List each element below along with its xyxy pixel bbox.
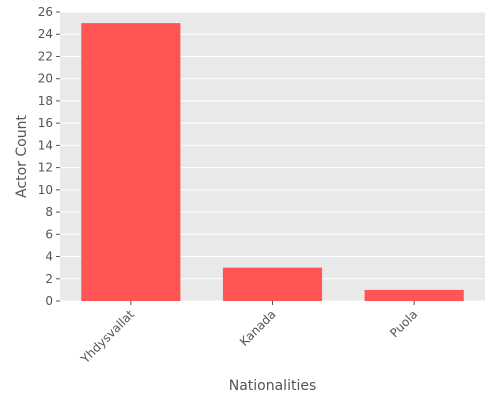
bars	[81, 23, 464, 301]
y-tick-label: 24	[38, 27, 53, 41]
bar-puola	[364, 289, 464, 301]
x-tick-label: Puola	[387, 307, 420, 340]
bar-kanada	[222, 267, 323, 301]
x-tick-label: Kanada	[237, 307, 279, 349]
y-tick-label: 12	[38, 161, 53, 175]
y-tick-label: 2	[45, 272, 53, 286]
x-axis-title: Nationalities	[229, 378, 317, 394]
bar-yhdysvallat	[81, 23, 181, 301]
y-tick-label: 16	[38, 116, 53, 130]
y-tick-label: 22	[38, 49, 53, 63]
y-tick-label: 14	[38, 138, 53, 152]
x-tick-label: Yhdysvallat	[77, 307, 137, 367]
y-tick-label: 6	[45, 227, 53, 241]
y-tick-label: 26	[38, 5, 53, 19]
y-axis-title: Actor Count	[14, 115, 30, 198]
y-tick-label: 4	[45, 250, 53, 264]
y-tick-label: 18	[38, 94, 53, 108]
y-tick-label: 10	[38, 183, 53, 197]
y-tick-label: 8	[45, 205, 53, 219]
x-axis-ticks: Yhdysvallat Kanada Puola	[77, 301, 420, 367]
y-tick-label: 0	[45, 294, 53, 308]
y-tick-label: 20	[38, 72, 53, 86]
